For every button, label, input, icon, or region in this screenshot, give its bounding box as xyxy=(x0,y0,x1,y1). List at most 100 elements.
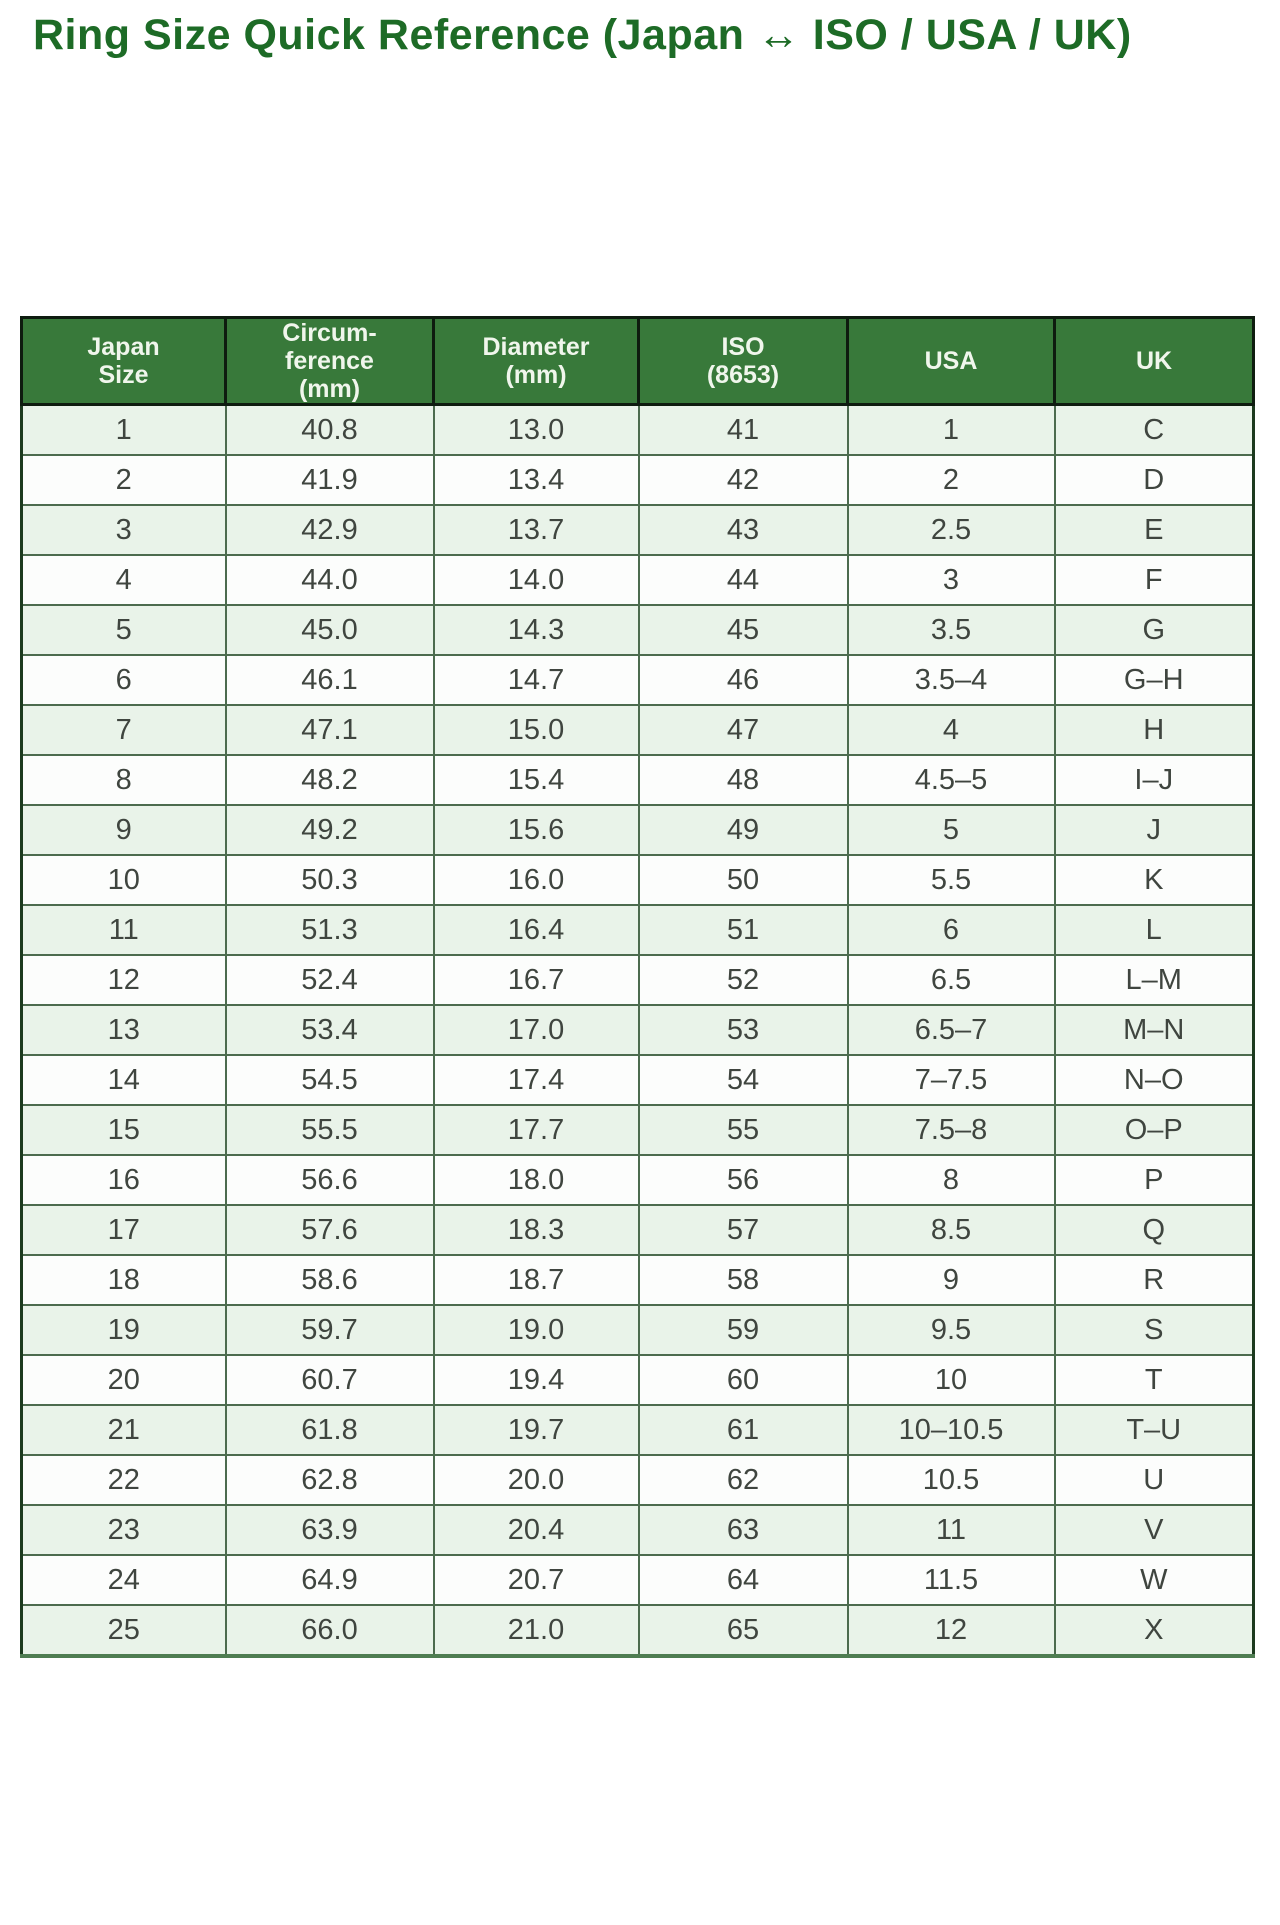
table-row: 3 42.9 13.7 43 2.5 E xyxy=(20,504,1255,557)
table-row: 8 48.2 15.4 48 4.5–5 I–J xyxy=(20,754,1255,807)
table-cell: 40.8 xyxy=(224,403,435,457)
table-cell: 20.4 xyxy=(432,1504,640,1557)
table-cell: U xyxy=(1053,1454,1255,1507)
table-cell: 51.3 xyxy=(224,904,435,957)
table-cell: 47 xyxy=(637,704,849,757)
table-cell: 54 xyxy=(637,1054,849,1107)
table-cell: 41.9 xyxy=(224,454,435,507)
table-cell: 6.5 xyxy=(846,954,1056,1007)
table-cell: 7–7.5 xyxy=(846,1054,1056,1107)
table-cell: R xyxy=(1053,1254,1255,1307)
col-header-diameter: Diameter (mm) xyxy=(432,316,640,407)
table-cell: 6 xyxy=(846,904,1056,957)
table-cell: 8.5 xyxy=(846,1204,1056,1257)
table-cell: 49 xyxy=(637,804,849,857)
table-cell: 19 xyxy=(20,1304,227,1357)
table-cell: 3.5–4 xyxy=(846,654,1056,707)
table-cell: 42 xyxy=(637,454,849,507)
table-cell: 10.5 xyxy=(846,1454,1056,1507)
table-cell: 17.7 xyxy=(432,1104,640,1157)
table-row: 23 63.9 20.4 63 11 V xyxy=(20,1504,1255,1557)
table-cell: 18.3 xyxy=(432,1204,640,1257)
table-cell: 7 xyxy=(20,704,227,757)
table-cell: G xyxy=(1053,604,1255,657)
table-cell: J xyxy=(1053,804,1255,857)
table-cell: O–P xyxy=(1053,1104,1255,1157)
table-row: 11 51.3 16.4 51 6 L xyxy=(20,904,1255,957)
table-cell: 57 xyxy=(637,1204,849,1257)
table-cell: 42.9 xyxy=(224,504,435,557)
col-header-iso: ISO (8653) xyxy=(637,316,849,407)
table-cell: E xyxy=(1053,504,1255,557)
table-cell: 55.5 xyxy=(224,1104,435,1157)
table-cell: 4.5–5 xyxy=(846,754,1056,807)
table-cell: 3 xyxy=(846,554,1056,607)
table-cell: 12 xyxy=(846,1604,1056,1658)
table-cell: 15.4 xyxy=(432,754,640,807)
table-cell: 16 xyxy=(20,1154,227,1207)
table-cell: 3.5 xyxy=(846,604,1056,657)
table-cell: 66.0 xyxy=(224,1604,435,1658)
table-cell: 7.5–8 xyxy=(846,1104,1056,1157)
table-cell: 52 xyxy=(637,954,849,1007)
table-cell: Q xyxy=(1053,1204,1255,1257)
table-cell: 14.3 xyxy=(432,604,640,657)
table-cell: 14.0 xyxy=(432,554,640,607)
table-cell: 55 xyxy=(637,1104,849,1157)
table-cell: 5 xyxy=(20,604,227,657)
table-row: 10 50.3 16.0 50 5.5 K xyxy=(20,854,1255,907)
table-cell: 53.4 xyxy=(224,1004,435,1057)
table-cell: 45.0 xyxy=(224,604,435,657)
table-cell: 16.0 xyxy=(432,854,640,907)
table-cell: 11.5 xyxy=(846,1554,1056,1607)
table-cell: H xyxy=(1053,704,1255,757)
table-cell: 44.0 xyxy=(224,554,435,607)
table-cell: S xyxy=(1053,1304,1255,1357)
table-row: 19 59.7 19.0 59 9.5 S xyxy=(20,1304,1255,1357)
table-row: 9 49.2 15.6 49 5 J xyxy=(20,804,1255,857)
table-cell: 59.7 xyxy=(224,1304,435,1357)
table-cell: 11 xyxy=(846,1504,1056,1557)
table-cell: 63.9 xyxy=(224,1504,435,1557)
table-cell: 41 xyxy=(637,403,849,457)
table-cell: 25 xyxy=(20,1604,227,1658)
table-cell: 58 xyxy=(637,1254,849,1307)
table-cell: 46.1 xyxy=(224,654,435,707)
table-cell: 15.6 xyxy=(432,804,640,857)
table-row: 25 66.0 21.0 65 12 X xyxy=(20,1604,1255,1658)
table-cell: T xyxy=(1053,1354,1255,1407)
table-cell: 65 xyxy=(637,1604,849,1658)
table-cell: 52.4 xyxy=(224,954,435,1007)
table-row: 4 44.0 14.0 44 3 F xyxy=(20,554,1255,607)
table-cell: 16.4 xyxy=(432,904,640,957)
table-cell: 61.8 xyxy=(224,1404,435,1457)
table-row: 17 57.6 18.3 57 8.5 Q xyxy=(20,1204,1255,1257)
table-row: 22 62.8 20.0 62 10.5 U xyxy=(20,1454,1255,1507)
table-cell: P xyxy=(1053,1154,1255,1207)
table-cell: 60 xyxy=(637,1354,849,1407)
table-cell: C xyxy=(1053,403,1255,457)
table-cell: 59 xyxy=(637,1304,849,1357)
table-cell: 47.1 xyxy=(224,704,435,757)
col-header-circumference: Circum- ference (mm) xyxy=(224,316,435,407)
table-cell: 58.6 xyxy=(224,1254,435,1307)
table-cell: 21.0 xyxy=(432,1604,640,1658)
table-cell: 17 xyxy=(20,1204,227,1257)
table-header-row: Japan Size Circum- ference (mm) Diameter… xyxy=(20,316,1255,407)
table-cell: 19.7 xyxy=(432,1404,640,1457)
table-cell: 53 xyxy=(637,1004,849,1057)
table-cell: 49.2 xyxy=(224,804,435,857)
table-cell: 64.9 xyxy=(224,1554,435,1607)
table-row: 18 58.6 18.7 58 9 R xyxy=(20,1254,1255,1307)
table-cell: 50.3 xyxy=(224,854,435,907)
table-row: 2 41.9 13.4 42 2 D xyxy=(20,454,1255,507)
table-cell: M–N xyxy=(1053,1004,1255,1057)
table-cell: 5 xyxy=(846,804,1056,857)
table-cell: 18.0 xyxy=(432,1154,640,1207)
table-cell: 44 xyxy=(637,554,849,607)
col-header-uk: UK xyxy=(1053,316,1255,407)
table-cell: 1 xyxy=(20,403,227,457)
col-header-japan-size: Japan Size xyxy=(20,316,227,407)
table-cell: 43 xyxy=(637,504,849,557)
table-cell: 45 xyxy=(637,604,849,657)
